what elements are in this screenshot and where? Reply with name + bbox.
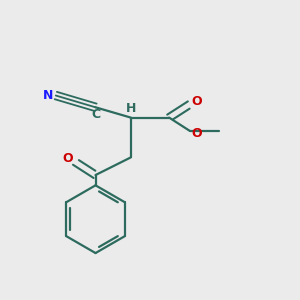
Text: O: O (62, 152, 73, 165)
Text: C: C (91, 108, 100, 121)
Text: O: O (192, 95, 203, 108)
Text: O: O (192, 127, 203, 140)
Text: H: H (126, 102, 136, 115)
Text: N: N (43, 89, 54, 102)
